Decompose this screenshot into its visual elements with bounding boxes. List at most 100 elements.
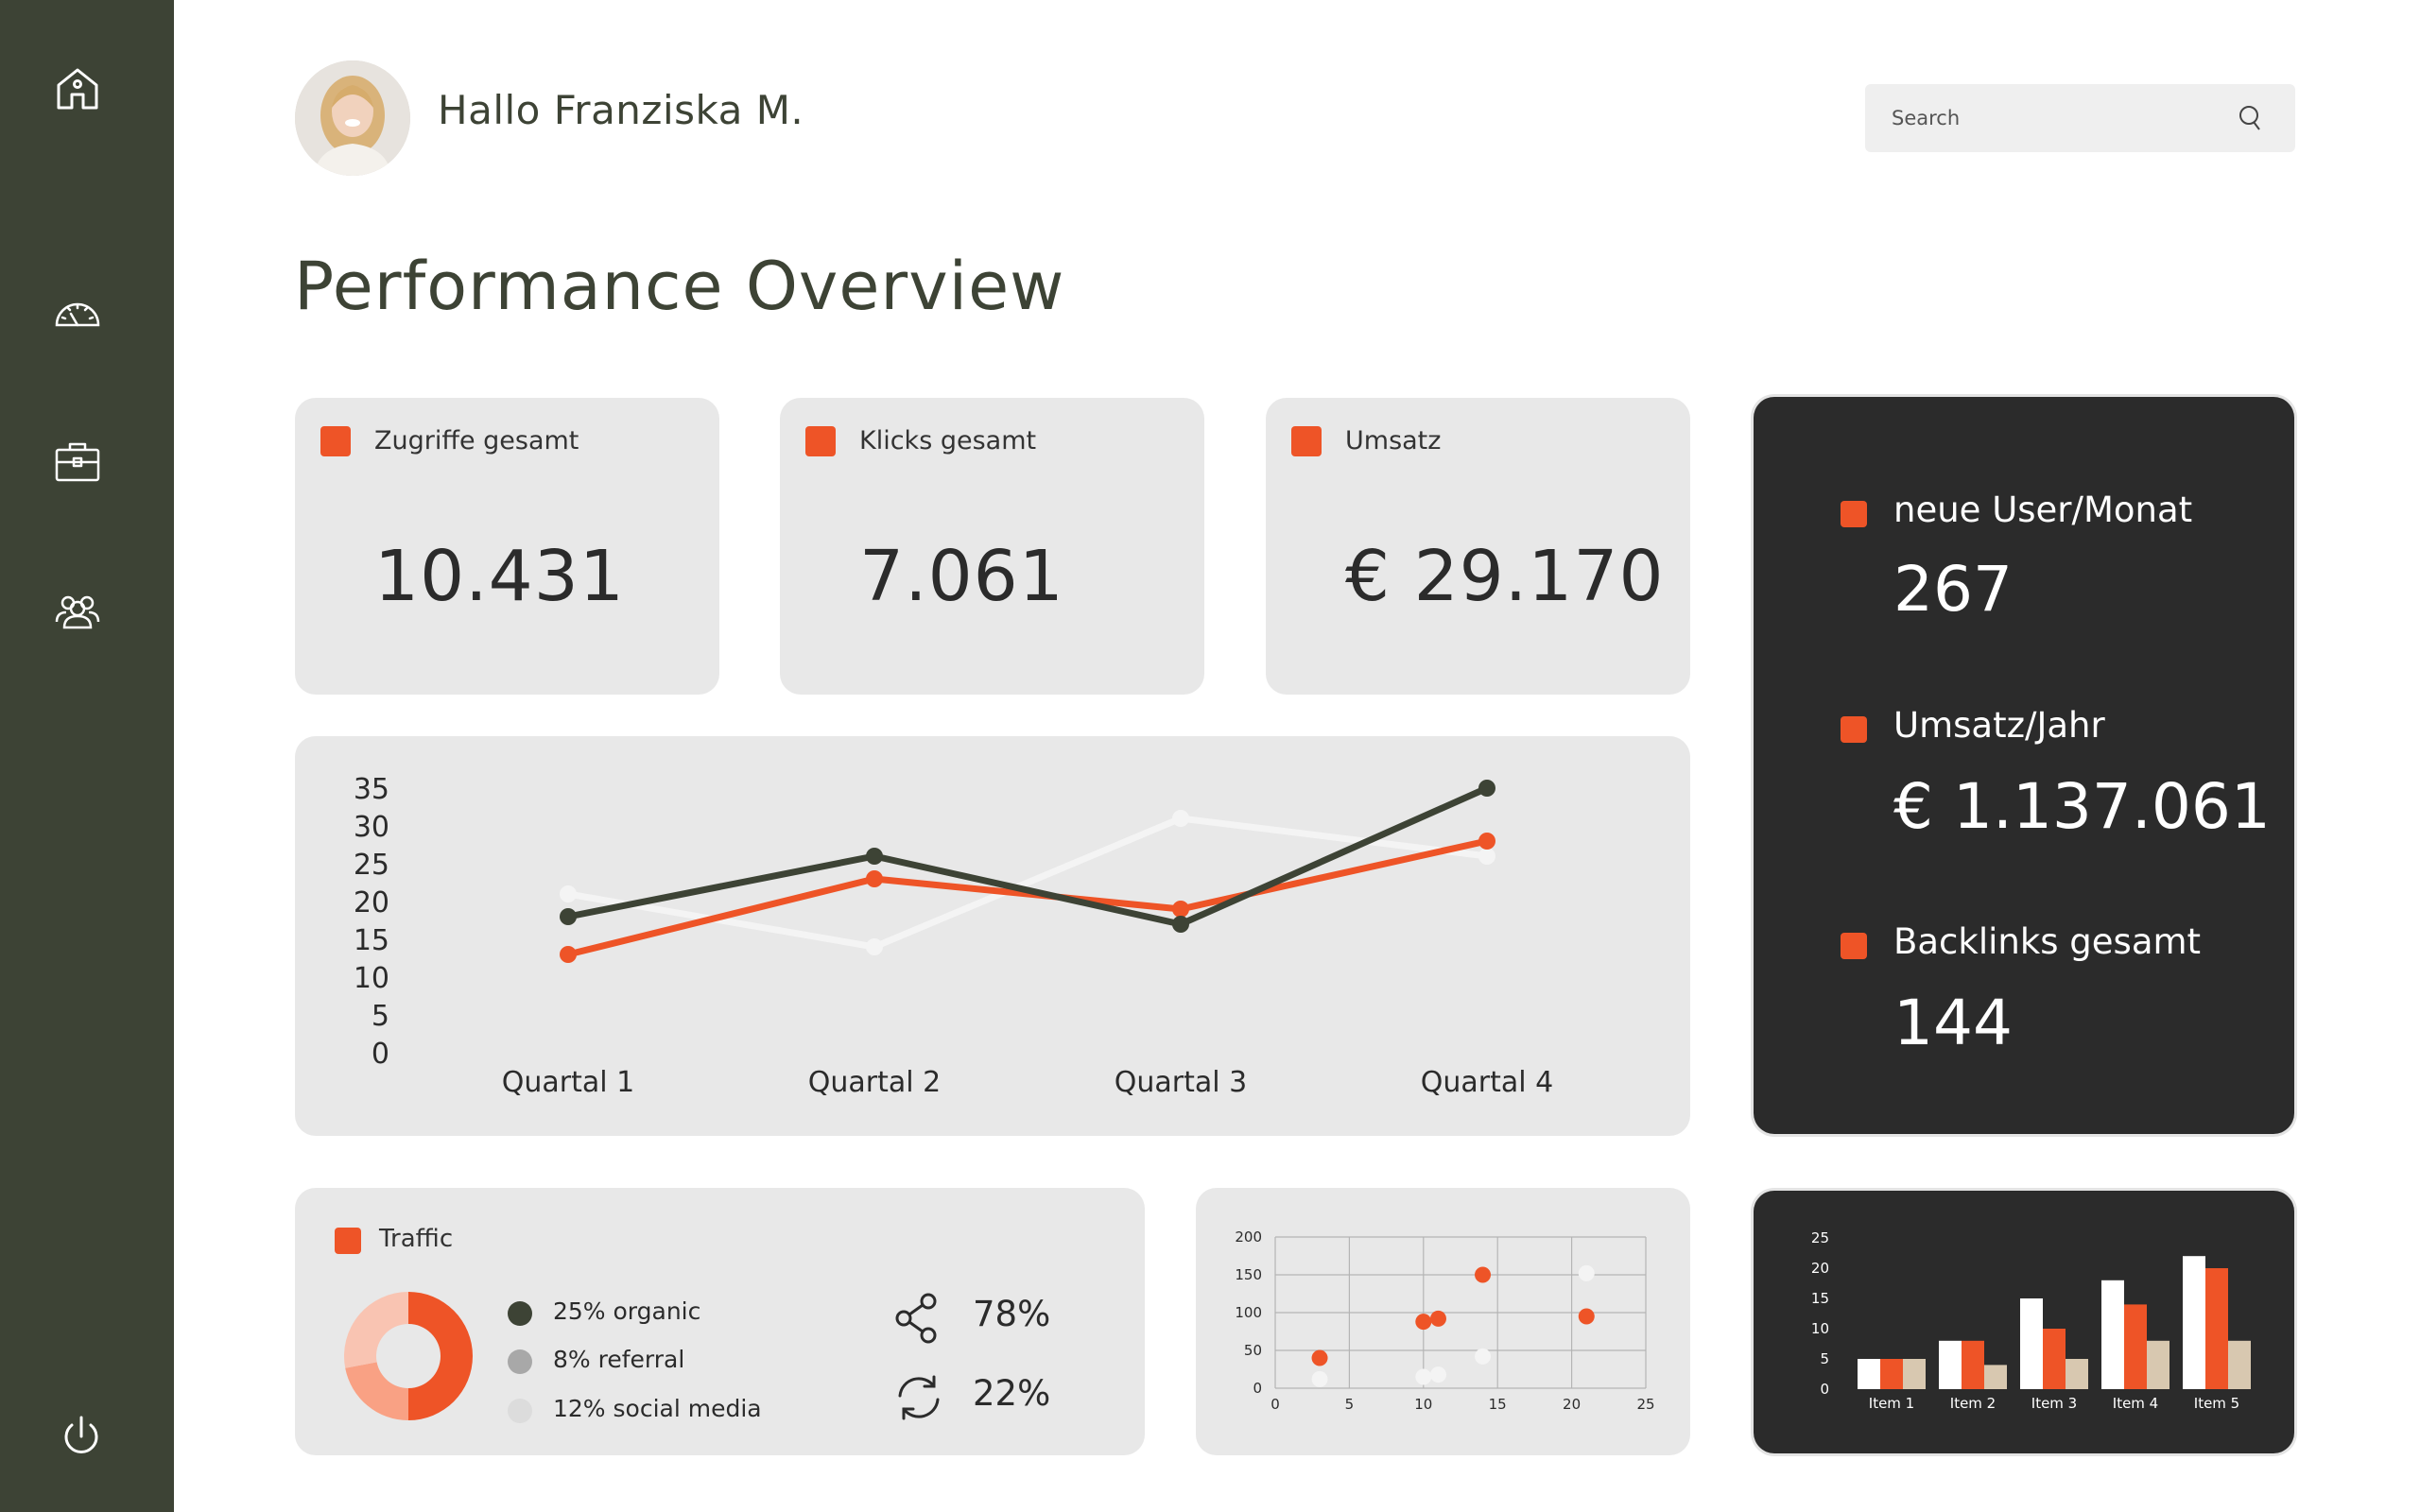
search-input[interactable] (1865, 84, 2243, 152)
kpi-label: Zugriffe gesamt (374, 426, 579, 455)
briefcase-icon[interactable] (53, 437, 102, 486)
line-point (1478, 780, 1495, 797)
bar (2228, 1340, 2251, 1389)
y-tick-label: 15 (1811, 1290, 1829, 1307)
x-tick-label: Item 3 (2031, 1395, 2077, 1412)
stat-label: Backlinks gesamt (1893, 921, 2202, 962)
line-point (1172, 810, 1189, 827)
line-chart: 0 5 10 15 20 25 30 35 Quartal 1 Quartal 2 Quartal … (354, 773, 1553, 1099)
donut-slice (344, 1292, 408, 1368)
y-tick-label: 100 (1235, 1304, 1262, 1321)
bar (1880, 1359, 1903, 1389)
line-point (560, 908, 577, 925)
traffic-card: Traffic 25% organic 8% referral 12% soci… (295, 1188, 1145, 1455)
scatter-point (1429, 1366, 1446, 1383)
stat-label: Umsatz/Jahr (1893, 705, 2105, 746)
kpi-value: € 29.170 (1345, 536, 1665, 617)
kpi-label: Klicks gesamt (859, 426, 1037, 455)
legend-dot-referral (508, 1349, 532, 1374)
x-tick-label: Item 5 (2194, 1395, 2239, 1412)
share-value: 78% (973, 1294, 1051, 1334)
y-tick-label: 10 (354, 962, 389, 995)
bar (2020, 1298, 2043, 1389)
line-point (560, 946, 577, 963)
greeting: Hallo Franziska M. (438, 87, 804, 133)
kpi-value: 10.431 (374, 536, 625, 617)
home-icon[interactable] (53, 64, 102, 113)
scatter-point (1311, 1370, 1328, 1387)
line-series-2 (567, 815, 1488, 951)
kpi-value: 7.061 (859, 536, 1064, 617)
y-tick-label: 30 (354, 811, 389, 844)
x-tick-label: Quartal 1 (502, 1066, 634, 1099)
y-tick-label: 20 (354, 886, 389, 919)
share-icon[interactable] (892, 1292, 942, 1345)
scatter-point (1475, 1348, 1492, 1365)
bar-chart-card: 0 5 10 15 20 25 Item 1 Item 2 Item 3 Item 4 Item 5 (1754, 1191, 2294, 1453)
sidebar (0, 0, 174, 1512)
bar (1858, 1359, 1880, 1389)
stat-value: 267 (1893, 553, 2013, 626)
accent-marker (805, 426, 836, 456)
scatter-point (1311, 1349, 1328, 1366)
bar (2205, 1268, 2228, 1389)
accent-marker (1841, 501, 1867, 527)
stat-label: neue User/Monat (1893, 490, 2193, 530)
stat-value: 144 (1893, 987, 2013, 1059)
bar (2183, 1256, 2205, 1389)
kpi-card-revenue: Umsatz € 29.170 (1266, 398, 1690, 695)
x-tick-label: 25 (1636, 1396, 1654, 1413)
scatter-point (1429, 1310, 1446, 1327)
accent-marker (1291, 426, 1322, 456)
line-point (1172, 901, 1189, 918)
sync-icon[interactable] (892, 1371, 945, 1424)
search-icon[interactable] (2235, 103, 2267, 135)
y-tick-label: 15 (354, 924, 389, 957)
y-tick-label: 200 (1235, 1228, 1262, 1246)
y-tick-label: 35 (354, 773, 389, 806)
x-tick-label: 20 (1563, 1396, 1581, 1413)
y-tick-label: 5 (372, 1000, 389, 1033)
bar (2066, 1359, 2088, 1389)
speedometer-icon[interactable] (53, 287, 102, 336)
scatter-point (1578, 1308, 1595, 1325)
scatter-point (1415, 1314, 1432, 1331)
page-title: Performance Overview (294, 248, 1065, 325)
line-point (866, 938, 883, 955)
y-tick-label: 25 (1811, 1229, 1829, 1246)
line-point (1478, 848, 1495, 865)
scatter-point (1578, 1264, 1595, 1281)
x-tick-label: Item 2 (1950, 1395, 1996, 1412)
y-tick-label: 25 (354, 849, 389, 882)
avatar[interactable] (295, 60, 410, 176)
bar (2124, 1304, 2147, 1389)
x-tick-label: Quartal 2 (808, 1066, 941, 1099)
line-series-1 (567, 837, 1488, 958)
line-point (866, 848, 883, 865)
bar (1962, 1340, 1984, 1389)
users-icon[interactable] (53, 586, 102, 635)
x-tick-label: Quartal 3 (1115, 1066, 1247, 1099)
x-tick-label: 5 (1345, 1396, 1355, 1413)
y-tick-label: 5 (1820, 1350, 1829, 1367)
stat-value: € 1.137.061 (1893, 770, 2271, 843)
line-point (560, 885, 577, 902)
bar (1939, 1340, 1962, 1389)
legend-referral: 8% referral (553, 1346, 685, 1373)
x-tick-label: 0 (1270, 1396, 1280, 1413)
line-point (866, 870, 883, 887)
accent-marker (320, 426, 351, 456)
power-icon[interactable] (57, 1412, 106, 1461)
accent-marker (335, 1228, 361, 1254)
y-tick-label: 0 (372, 1038, 389, 1071)
scatter-chart: 0 5 10 15 20 25 0 50 100 150 200 (1235, 1228, 1654, 1413)
bar (2147, 1340, 2169, 1389)
traffic-title: Traffic (379, 1225, 454, 1253)
legend-dot-organic (508, 1301, 532, 1326)
y-tick-label: 20 (1811, 1260, 1829, 1277)
line-point (1478, 833, 1495, 850)
legend-organic: 25% organic (553, 1297, 701, 1325)
y-tick-label: 0 (1253, 1380, 1262, 1397)
search-box[interactable] (1865, 84, 2295, 152)
bar (1984, 1365, 2007, 1389)
